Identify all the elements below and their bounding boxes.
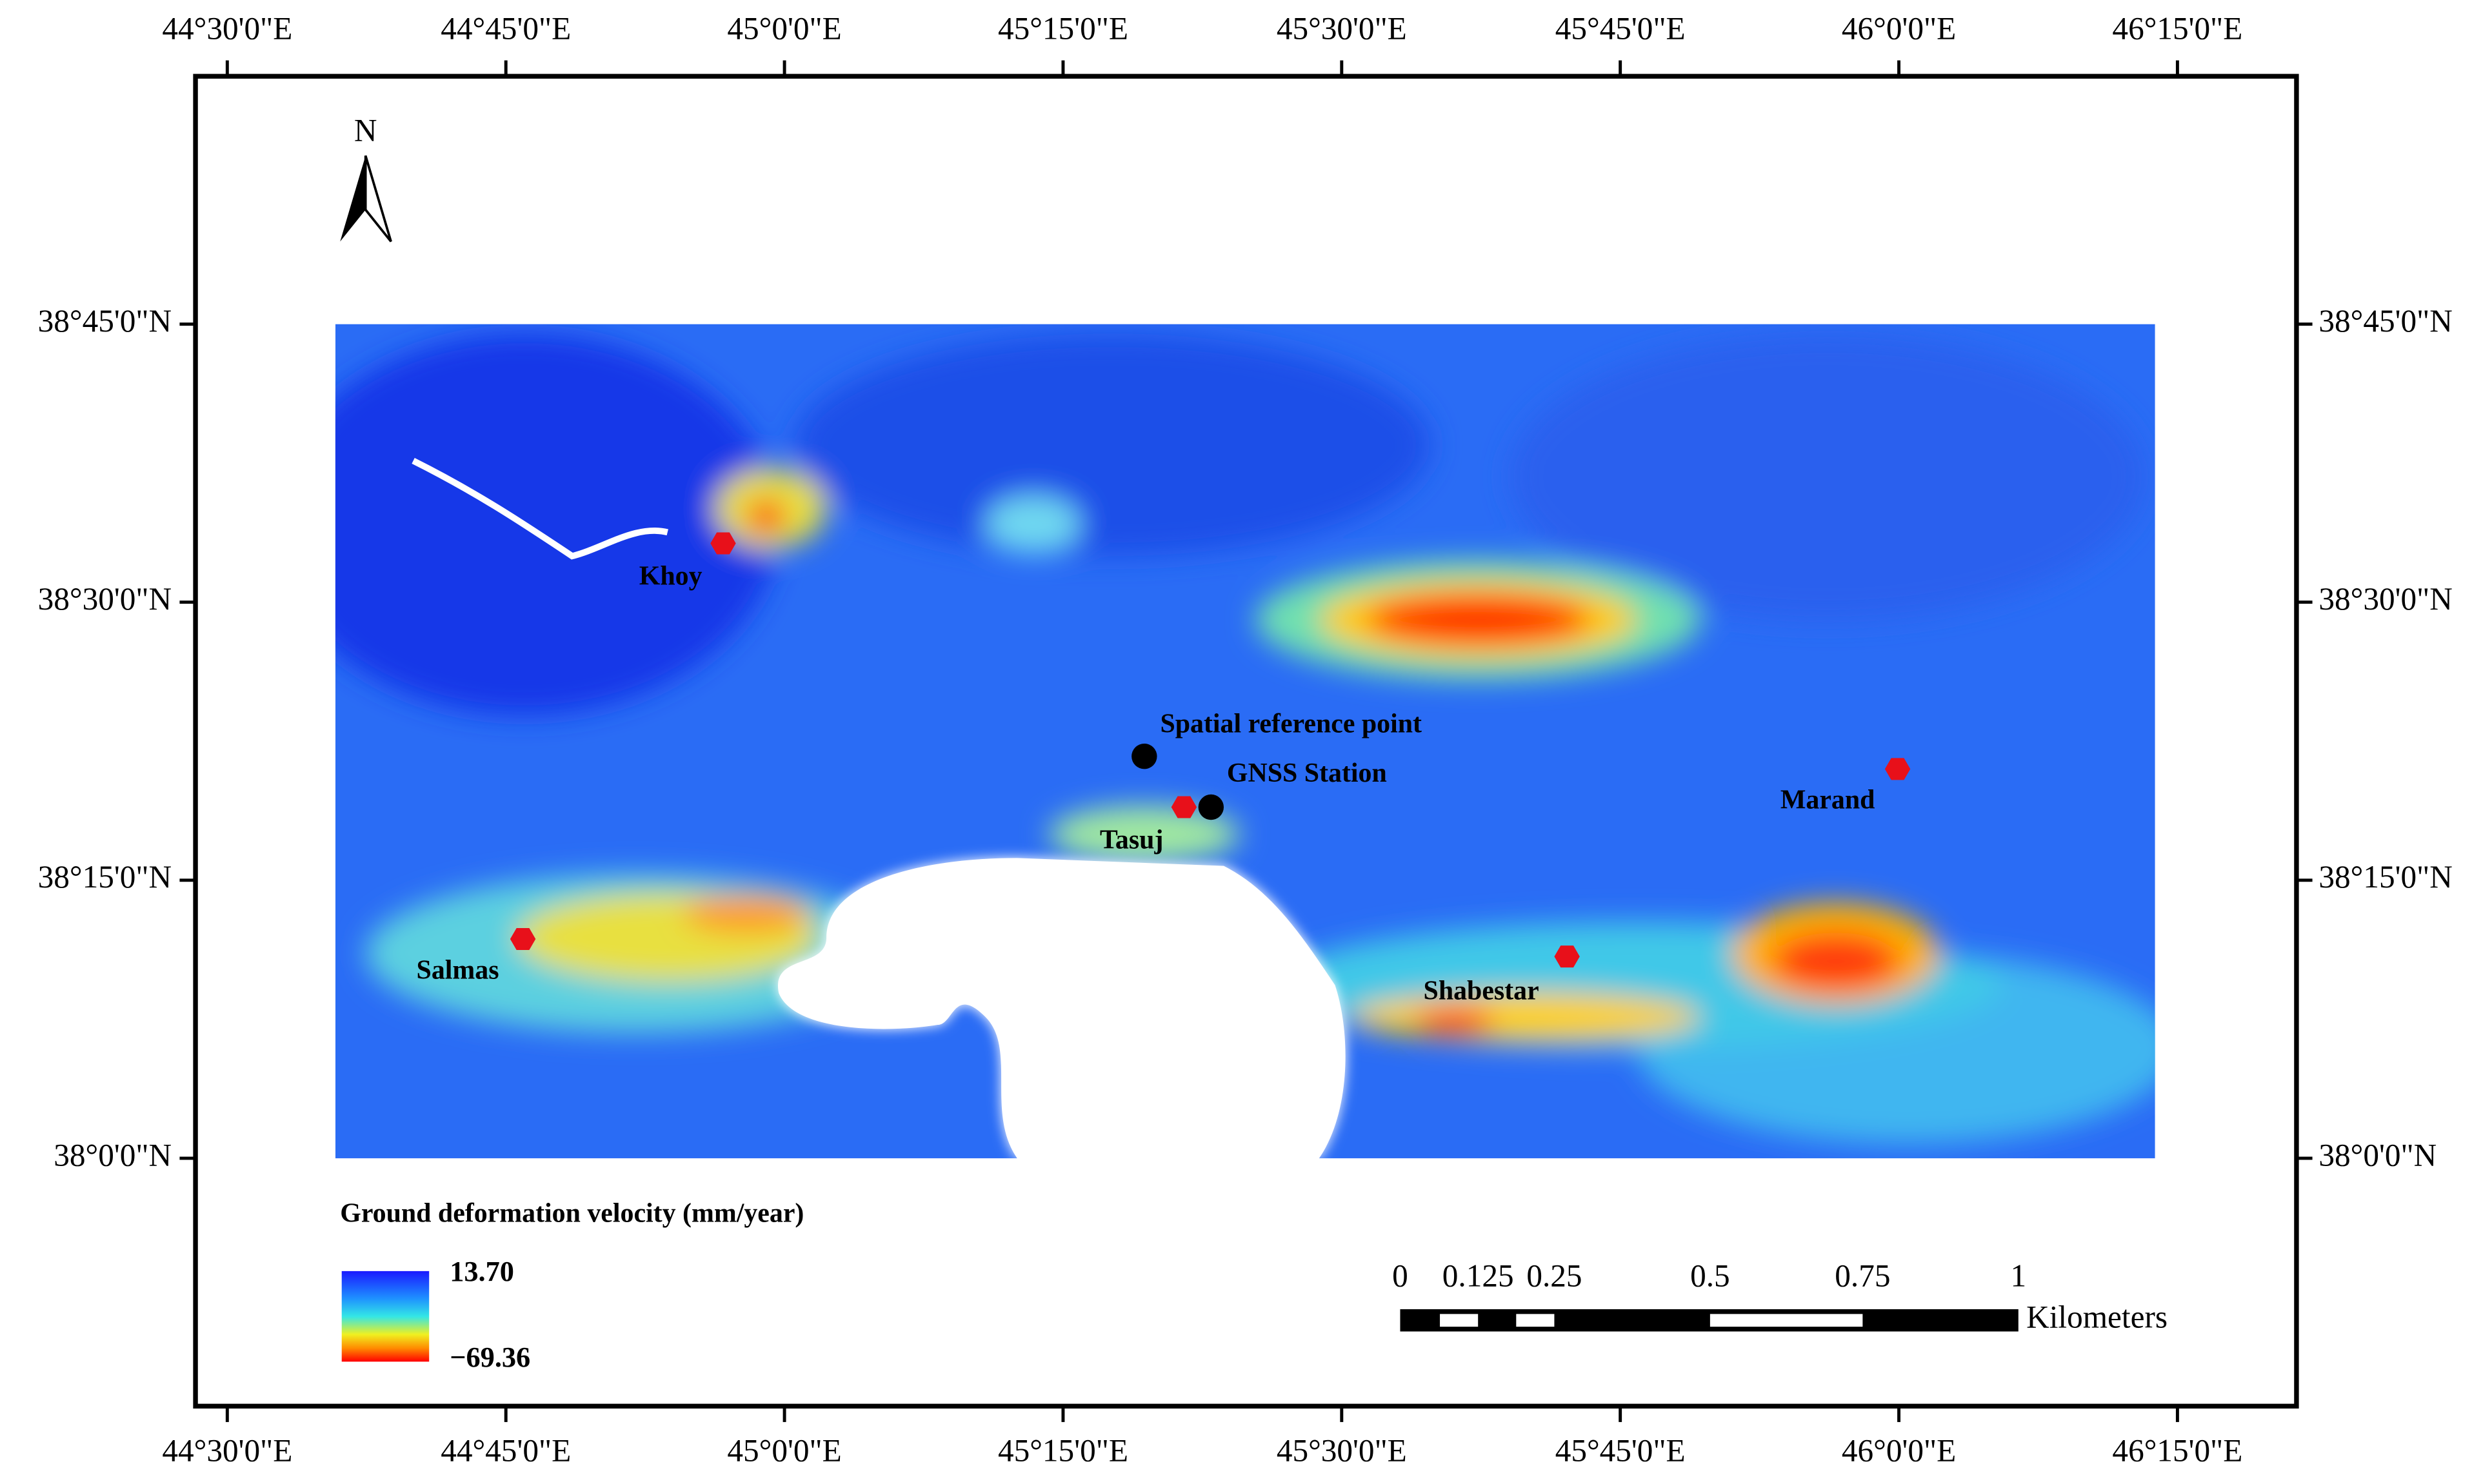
velocity-raster: [335, 324, 2155, 1158]
scale-bar: [1400, 1309, 2019, 1332]
lat-label: 38°30'0"N: [2318, 581, 2452, 617]
city-label: Tasuj: [1100, 825, 1164, 855]
legend-min: −69.36: [450, 1341, 530, 1373]
lon-label: 45°45'0"E: [1555, 11, 1686, 46]
city-marker: [1554, 945, 1580, 968]
lat-label: 38°0'0"N: [2318, 1137, 2437, 1172]
lon-label: 45°30'0"E: [1277, 1433, 1407, 1469]
lat-label: 38°15'0"N: [38, 859, 172, 895]
station-label: GNSS Station: [1227, 758, 1387, 788]
station-marker: [1131, 743, 1157, 769]
north-label: N: [354, 112, 377, 148]
lon-label: 44°45'0"E: [441, 1433, 571, 1469]
legend-max: 13.70: [450, 1255, 514, 1287]
scale-label: 0.125: [1442, 1258, 1514, 1294]
scale-label: 0.75: [1835, 1258, 1890, 1294]
map-frame: [193, 74, 2299, 1409]
lon-label: 44°45'0"E: [441, 11, 571, 46]
city-marker: [710, 532, 736, 555]
north-arrow: [340, 155, 392, 242]
lat-label: 38°45'0"N: [2318, 303, 2452, 339]
lon-label: 45°45'0"E: [1555, 1433, 1686, 1469]
lon-label: 45°15'0"E: [998, 1433, 1128, 1469]
legend-title: Ground deformation velocity (mm/year): [340, 1198, 804, 1228]
lon-label: 44°30'0"E: [162, 11, 292, 46]
station-marker: [1198, 794, 1224, 820]
scale-label: 0.5: [1690, 1258, 1730, 1294]
scale-unit: Kilometers: [2026, 1300, 2168, 1335]
lon-label: 45°0'0"E: [727, 11, 841, 46]
scale-label: 0.25: [1526, 1258, 1582, 1294]
city-label: Salmas: [417, 955, 499, 985]
lon-label: 45°30'0"E: [1277, 11, 1407, 46]
station-label: Spatial reference point: [1160, 709, 1422, 738]
city-marker: [510, 927, 536, 950]
scale-label: 1: [2010, 1258, 2026, 1294]
color-ramp: [341, 1271, 430, 1362]
lon-label: 45°15'0"E: [998, 11, 1128, 46]
city-marker: [1171, 796, 1197, 818]
lon-label: 45°0'0"E: [727, 1433, 841, 1469]
city-marker: [1884, 758, 1911, 780]
scale-label: 0: [1392, 1258, 1408, 1294]
lat-label: 38°15'0"N: [2318, 859, 2452, 895]
city-label: Khoy: [639, 561, 703, 591]
lon-label: 46°15'0"E: [2112, 1433, 2242, 1469]
lat-label: 38°30'0"N: [38, 581, 172, 617]
lat-label: 38°0'0"N: [54, 1137, 172, 1172]
city-label: Marand: [1780, 786, 1875, 815]
lon-label: 46°0'0"E: [1842, 1433, 1956, 1469]
lon-label: 46°15'0"E: [2112, 11, 2242, 46]
lon-label: 46°0'0"E: [1842, 11, 1956, 46]
lat-label: 38°45'0"N: [38, 303, 172, 339]
lon-label: 44°30'0"E: [162, 1433, 292, 1469]
city-label: Shabestar: [1424, 976, 1539, 1005]
